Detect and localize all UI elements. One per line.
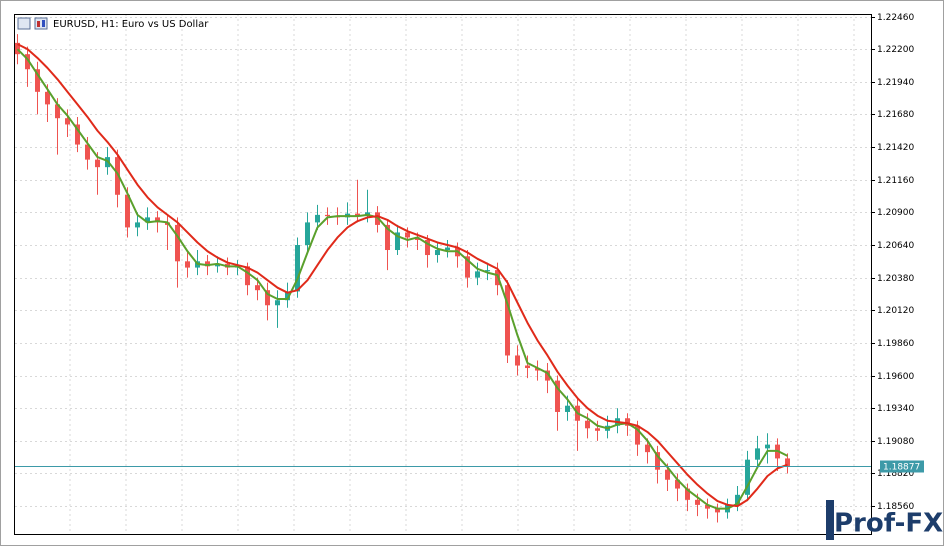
candle-body [55, 104, 60, 119]
candle-body [585, 420, 590, 429]
y-tick-label: 1.20120 [877, 306, 914, 316]
candle-body [525, 365, 530, 369]
candle-body [405, 232, 410, 238]
candle-body [745, 459, 750, 495]
candle-body [265, 290, 270, 306]
watermark-bar [826, 500, 834, 540]
y-tick-label: 1.19860 [877, 339, 914, 349]
candle-body [625, 418, 630, 426]
candle-body [25, 54, 30, 70]
y-tick-label: 1.20640 [877, 241, 914, 251]
watermark: Prof-FX [826, 500, 943, 540]
candle-body [135, 222, 140, 228]
candle-body [325, 214, 330, 217]
candle-body [85, 144, 90, 160]
icon-bar [42, 20, 45, 27]
chart-title: EURUSD, H1: Euro vs US Dollar [53, 19, 209, 30]
candle-body [485, 270, 490, 272]
candle-body [545, 370, 550, 381]
y-tick-label: 1.21680 [877, 110, 914, 120]
candle-body [245, 266, 250, 286]
candle-body [75, 124, 80, 145]
candle-body [515, 355, 520, 366]
y-tick-label: 1.19600 [877, 372, 914, 382]
candle-body [185, 261, 190, 268]
y-tick-label: 1.21940 [877, 78, 914, 88]
candle-body [315, 214, 320, 223]
candle-body [175, 224, 180, 262]
candle-body [665, 469, 670, 480]
candle-body [355, 213, 360, 217]
candle-body [205, 261, 210, 267]
icon-bars [34, 17, 48, 30]
candle-body [155, 217, 160, 223]
candle-body [535, 368, 540, 371]
candle-body [275, 300, 280, 306]
y-tick-label: 1.18560 [877, 502, 914, 512]
candle-body [705, 504, 710, 509]
y-tick-label: 1.21420 [877, 143, 914, 153]
candle-body [65, 118, 70, 125]
candle-body [645, 444, 650, 453]
grid [15, 14, 871, 535]
y-tick-label: 1.21160 [877, 176, 914, 186]
chart-icons [17, 17, 48, 30]
candle-body [675, 479, 680, 489]
candle-body [475, 271, 480, 278]
candle-body [45, 91, 50, 105]
candle-body [115, 157, 120, 195]
candle-body [125, 194, 130, 228]
icon-window [17, 17, 31, 30]
y-tick-label: 1.20380 [877, 274, 914, 284]
candle-body [435, 250, 440, 256]
candle-body [295, 244, 300, 292]
candle-body [765, 444, 770, 449]
candle-body [655, 452, 660, 470]
candle-body [695, 499, 700, 505]
candle-body [465, 256, 470, 278]
candle-body [385, 224, 390, 251]
candle-body [425, 239, 430, 256]
candle-body [305, 222, 310, 245]
y-tick-label: 1.18820 [877, 469, 914, 479]
current-price-box [880, 460, 924, 473]
candle-body [255, 285, 260, 291]
candle-body [285, 291, 290, 301]
watermark-text: Prof-FX [834, 509, 943, 539]
y-tick-label: 1.20900 [877, 208, 914, 218]
y-tick-label: 1.22460 [877, 13, 914, 23]
moving-average [17, 43, 788, 508]
candle-body [595, 428, 600, 431]
y-tick-label: 1.22200 [877, 45, 914, 55]
candle-body [715, 508, 720, 513]
candle-body [505, 285, 510, 356]
candle-body [145, 217, 150, 223]
candle-body [735, 494, 740, 505]
candle-body [565, 405, 570, 412]
moving-average [16, 48, 788, 510]
candle-body [15, 42, 20, 55]
candle-body [555, 380, 560, 412]
icon-bar [37, 21, 40, 27]
candle-body [35, 69, 40, 92]
candle-body [635, 425, 640, 445]
candle-body [395, 232, 400, 251]
plot-frame [14, 14, 872, 535]
candle-body [685, 488, 690, 500]
candle-body [415, 237, 420, 240]
current-price-label: 1.18877 [883, 463, 920, 473]
candle-body [785, 458, 790, 466]
candle-body [215, 263, 220, 267]
candle-body [95, 159, 100, 168]
candle-body [445, 247, 450, 251]
y-tick-label: 1.19080 [877, 437, 914, 447]
y-tick-label: 1.19340 [877, 404, 914, 414]
candle-body [755, 448, 760, 460]
